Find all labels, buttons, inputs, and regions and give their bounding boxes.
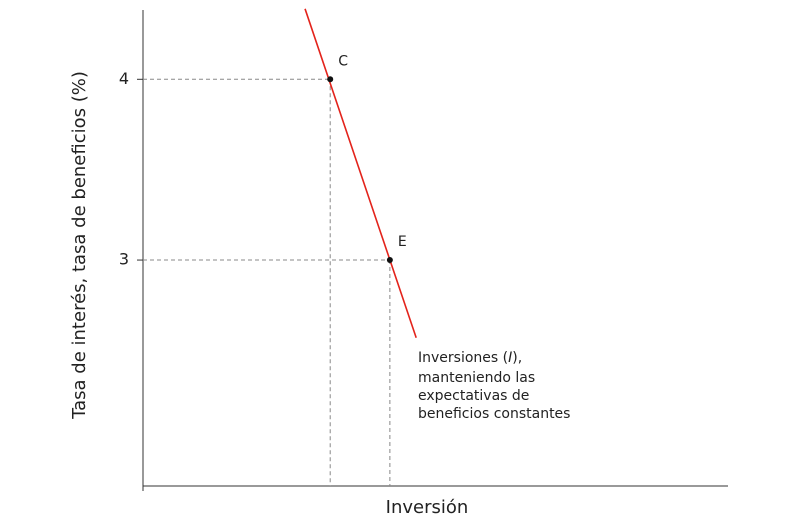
point: [327, 76, 334, 83]
annotation: beneficios constantes: [418, 406, 570, 422]
annotation-text: ),: [512, 350, 522, 366]
point-label: C: [338, 53, 348, 69]
annotation: manteniendo las: [418, 370, 535, 386]
y-tick-label: 3: [119, 250, 129, 269]
line: [304, 8, 417, 339]
annotation-text: I: [508, 350, 512, 366]
y-tick-label: 4: [119, 69, 129, 88]
annotation: Inversiones (I),: [418, 350, 522, 366]
annotation-text: Inversiones (: [418, 350, 508, 366]
y-axis-label: Tasa de interés, tasa de beneficios (%): [69, 71, 90, 420]
annotation: expectativas de: [418, 388, 529, 404]
point: [386, 257, 393, 264]
point-label: E: [398, 234, 407, 250]
x-axis-label: Inversión: [386, 497, 469, 518]
